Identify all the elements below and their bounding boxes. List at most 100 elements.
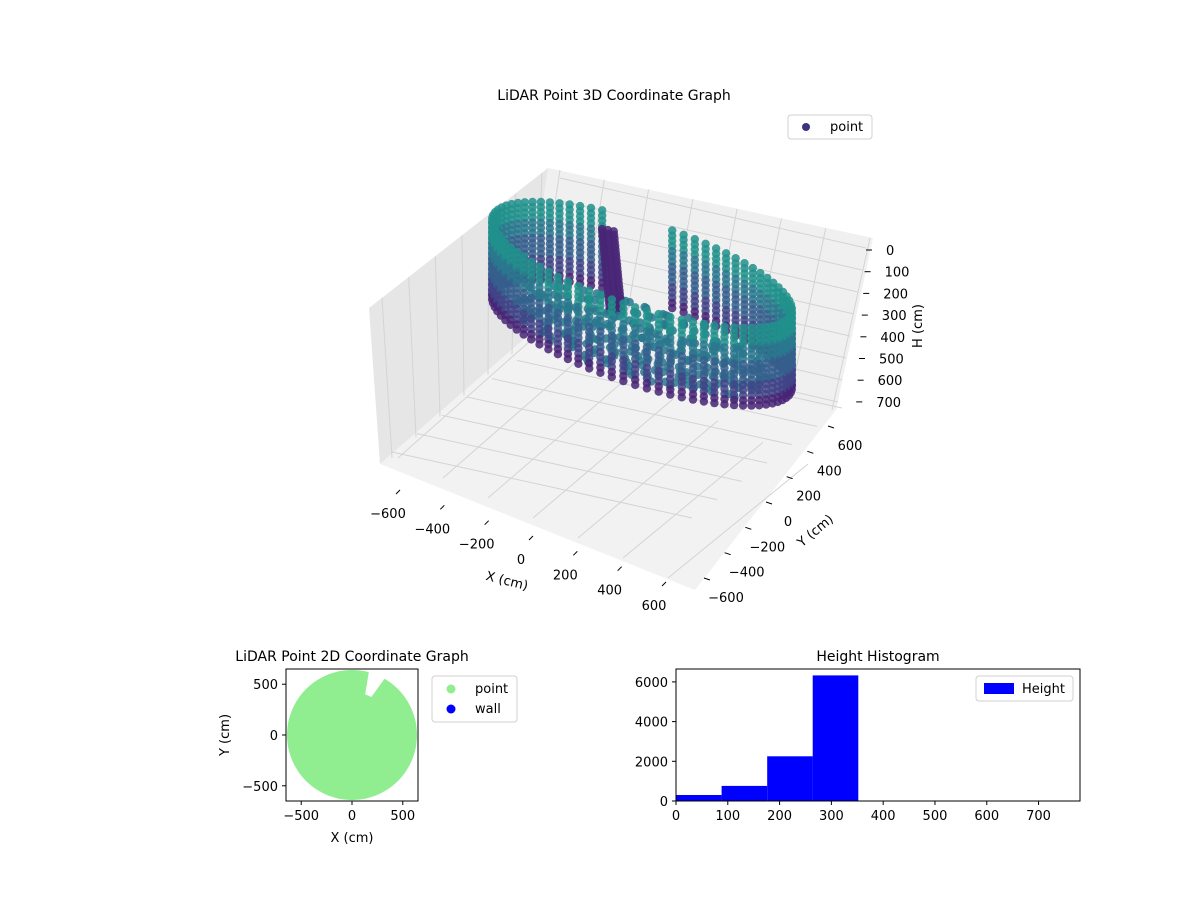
chart3d-ztick-label: 0 — [886, 244, 894, 259]
chart3d-point — [738, 401, 748, 410]
chart-3d-scatter: LiDAR Point 3D Coordinate Graph −600 −400… — [369, 88, 926, 614]
chart3d-xtick — [617, 566, 623, 572]
chart3d-xtick-label: −600 — [370, 507, 406, 522]
hist-frame — [675, 668, 1081, 802]
chart3d-xtick-label: −200 — [459, 538, 495, 553]
chart3d-point — [631, 380, 640, 390]
chart2d-legend-label-wall: wall — [475, 702, 501, 717]
chart3d-ytick-label: −400 — [729, 566, 765, 581]
chart3d-point — [668, 303, 677, 313]
hist-legend-marker — [984, 683, 1014, 694]
chart3d-xtick-label: −400 — [414, 522, 450, 537]
chart2d-xlabel: X (cm) — [331, 831, 374, 846]
chart3d-ytick-label: 400 — [817, 464, 842, 479]
chart3d-point — [654, 387, 663, 396]
hist-ytick-label: 4000 — [635, 716, 668, 731]
hist-ticks: 0 100 200 300 400 500 600 700 0 2000 4000 6000 — [635, 676, 1051, 824]
chart3d-point — [679, 308, 688, 317]
chart3d-point — [596, 368, 605, 377]
hist-title: Height Histogram — [816, 649, 939, 665]
hist-ytick-label: 0 — [660, 795, 668, 810]
chart2d-legend-marker-wall — [446, 704, 456, 714]
hist-xtick-label: 600 — [974, 809, 999, 824]
chart3d-point — [574, 359, 583, 368]
chart3d-xtick — [572, 550, 578, 556]
hist-bar — [767, 756, 813, 801]
hist-ytick-label: 2000 — [635, 755, 668, 770]
chart3d-ztick-label: 600 — [878, 374, 903, 389]
chart3d-ytick-label: −600 — [708, 591, 744, 606]
chart3d-point — [666, 390, 675, 399]
chart2d-ticks: −500 0 500 −500 0 500 — [242, 678, 415, 824]
chart3d-point — [619, 376, 628, 386]
chart3d-ytick-label: 0 — [784, 515, 792, 530]
chart3d-ytick-label: 600 — [838, 439, 863, 454]
chart3d-point — [535, 340, 544, 349]
chart3d-ytick — [703, 577, 711, 581]
chart3d-ztick-label: 400 — [880, 331, 905, 346]
hist-xtick-label: 0 — [672, 809, 680, 824]
chart3d-ytick — [765, 501, 773, 505]
chart3d-ztick-label: 100 — [885, 266, 910, 281]
hist-legend-box — [975, 675, 1074, 702]
chart3d-point — [720, 400, 729, 409]
chart3d-point — [729, 400, 739, 410]
chart-height-histogram: Height Histogram 0 100 200 300 400 500 600 7000… — [635, 649, 1081, 824]
chart3d-legend-box — [787, 114, 873, 140]
hist-xtick-label: 200 — [767, 809, 792, 824]
chart2d-point-cloud — [287, 670, 417, 800]
chart2d-xtick-label: 500 — [390, 809, 415, 824]
chart3d-point — [553, 350, 563, 359]
chart3d-legend-marker — [802, 123, 810, 131]
chart3d-xtick-label: 400 — [597, 584, 622, 599]
chart3d-ztick-label: 200 — [883, 287, 908, 302]
chart3d-point — [527, 335, 536, 344]
chart2d-ytick-label: 0 — [270, 729, 278, 744]
chart3d-points — [487, 197, 797, 410]
chart2d-title: LiDAR Point 2D Coordinate Graph — [235, 649, 468, 665]
chart3d-axes: −600 −400 −200 0 200 400 600 −600 −400 −200 0 200 40… — [370, 244, 909, 614]
chart-2d-scatter: LiDAR Point 2D Coordinate Graph −500 0 500… — [218, 649, 518, 846]
chart3d-point — [710, 398, 719, 408]
chart3d-ytick — [807, 450, 814, 454]
chart3d-point — [607, 372, 616, 382]
hist-xtick-label: 500 — [923, 809, 948, 824]
chart2d-plot-area — [287, 670, 417, 800]
chart3d-ytick-label: −200 — [749, 540, 785, 555]
chart3d-ytick-label: 200 — [796, 490, 821, 505]
chart3d-point — [544, 345, 553, 354]
chart3d-ytick — [827, 425, 835, 429]
chart3d-title: LiDAR Point 3D Coordinate Graph — [497, 88, 730, 104]
chart3d-point — [512, 325, 521, 334]
chart3d-ztick-label: 700 — [876, 396, 901, 411]
chart3d-point — [761, 400, 771, 409]
chart2d-xtick-label: −500 — [283, 809, 319, 824]
chart3d-ytick — [745, 526, 752, 530]
chart3d-xtick — [439, 504, 445, 510]
chart3d-ytick — [724, 552, 731, 556]
chart2d-ylabel: Y (cm) — [218, 714, 233, 757]
hist-bar — [721, 785, 768, 801]
hist-ytick-label: 6000 — [635, 676, 668, 691]
hist-legend: Height — [975, 675, 1074, 702]
chart3d-xtick-label: 0 — [517, 553, 525, 568]
chart3d-point — [563, 354, 573, 364]
chart3d-point — [677, 393, 686, 402]
hist-bar — [676, 795, 722, 801]
hist-xtick-label: 100 — [715, 809, 740, 824]
chart2d-xtick-label: 0 — [348, 809, 356, 824]
chart3d-point — [506, 320, 515, 329]
chart3d-xtick-label: 600 — [642, 599, 667, 614]
chart2d-legend: point wall — [431, 675, 518, 723]
chart3d-xtick — [395, 489, 401, 495]
chart3d-ytick — [786, 476, 793, 480]
chart3d-point — [519, 330, 528, 339]
chart3d-point — [747, 401, 756, 410]
chart3d-zlabel: H (cm) — [911, 304, 926, 348]
chart3d-xlabel: X (cm) — [484, 569, 529, 594]
hist-bars — [676, 675, 859, 801]
hist-xtick-label: 400 — [871, 809, 896, 824]
chart2d-ytick-label: 500 — [253, 678, 278, 693]
hist-xtick-label: 300 — [819, 809, 844, 824]
